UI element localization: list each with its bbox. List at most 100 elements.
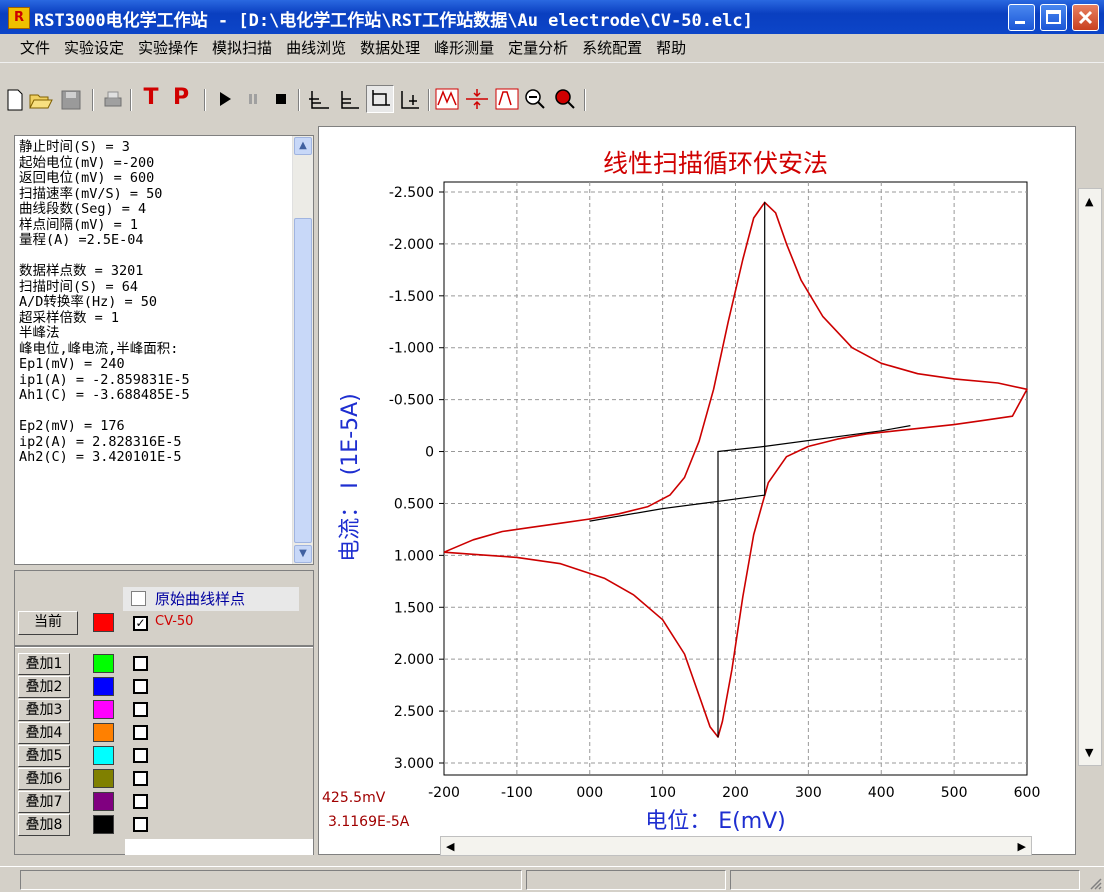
stop-icon[interactable] — [268, 89, 294, 115]
y-tick-label: 0 — [425, 445, 434, 461]
open-folder-icon[interactable] — [28, 89, 54, 115]
overlay-color-swatch-6[interactable] — [93, 769, 114, 788]
overlay-checkbox-1[interactable] — [133, 656, 148, 671]
p-tool-icon[interactable]: P — [172, 85, 190, 110]
pause-icon[interactable] — [240, 89, 266, 115]
overlay-button-6[interactable]: 叠加6 — [18, 768, 70, 790]
cursor-mode-1-icon[interactable] — [306, 89, 332, 115]
x-tick-label: 000 — [576, 785, 603, 801]
cursor-mode-4-icon[interactable] — [396, 89, 422, 115]
overlay-checkbox-7[interactable] — [133, 794, 148, 809]
overlay-color-swatch-1[interactable] — [93, 654, 114, 673]
text-tool-icon[interactable]: T — [143, 85, 159, 110]
peak-detect-icon[interactable] — [434, 87, 460, 113]
resize-grip-icon[interactable] — [1088, 876, 1102, 890]
new-file-icon[interactable] — [2, 89, 28, 115]
overlay-checkbox-3[interactable] — [133, 702, 148, 717]
status-cell-3 — [730, 870, 1080, 890]
scroll-down-arrow-icon[interactable]: ▼ — [1085, 746, 1094, 759]
print-icon[interactable] — [100, 89, 126, 115]
close-button[interactable] — [1072, 4, 1099, 31]
status-cell-1 — [20, 870, 522, 890]
overlay-button-7[interactable]: 叠加7 — [18, 791, 70, 813]
overlay-checkbox-5[interactable] — [133, 748, 148, 763]
zoom-out-icon[interactable] — [522, 87, 548, 113]
menu-bar: 文件 实验设定 实验操作 模拟扫描 曲线浏览 数据处理 峰形测量 定量分析 系统配置 帮助 — [0, 34, 1104, 63]
overlay-checkbox-4[interactable] — [133, 725, 148, 740]
plot-vertical-scrollbar[interactable]: ▲ ▼ — [1078, 188, 1102, 766]
status-bar — [0, 866, 1104, 892]
current-color-swatch[interactable] — [93, 613, 114, 632]
overlay-button-5[interactable]: 叠加5 — [18, 745, 70, 767]
overlay-color-swatch-3[interactable] — [93, 700, 114, 719]
cursor-mode-3-icon[interactable] — [366, 85, 394, 113]
plot-horizontal-scrollbar[interactable]: ◀ ▶ — [440, 836, 1032, 856]
menu-quantitative-analysis[interactable]: 定量分析 — [508, 39, 569, 57]
menu-data-processing[interactable]: 数据处理 — [360, 39, 421, 57]
cursor-mode-2-icon[interactable] — [336, 89, 362, 115]
y-tick-label: -2.000 — [389, 237, 434, 253]
overlay-button-8[interactable]: 叠加8 — [18, 814, 70, 836]
overlay-color-swatch-8[interactable] — [93, 815, 114, 834]
x-tick-label: 500 — [941, 785, 968, 801]
current-curve-button[interactable]: 当前 — [18, 611, 78, 635]
scroll-left-arrow-icon[interactable]: ◀ — [446, 840, 455, 853]
cv-curve — [443, 201, 1028, 738]
overlay-color-swatch-5[interactable] — [93, 746, 114, 765]
plot-window[interactable]: 线性扫描循环伏安法 -200 -100 000 100 200 300 400 500 600 -2… — [318, 126, 1076, 855]
menu-experiment-setup[interactable]: 实验设定 — [64, 39, 125, 57]
y-tick-label: 0.500 — [394, 496, 434, 512]
toolbar: T P — [0, 63, 1104, 121]
menu-help[interactable]: 帮助 — [656, 39, 687, 57]
overlay-color-swatch-2[interactable] — [93, 677, 114, 696]
close-icon — [1078, 10, 1093, 25]
curve-panel: 原始曲线样点 当前 ✓ CV-50 叠加1 叠加2 叠加3 叠加4 叠加5 叠加6 叠加7 叠… — [14, 570, 314, 855]
parameters-scrollbar[interactable]: ▲ ▼ — [292, 136, 313, 564]
x-axis-label: 电位： E(mV) — [645, 809, 786, 834]
cursor-potential-readout: 425.5mV — [322, 790, 386, 806]
overlay-button-1[interactable]: 叠加1 — [18, 653, 70, 675]
maximize-button[interactable] — [1040, 4, 1067, 31]
overlay-button-2[interactable]: 叠加2 — [18, 676, 70, 698]
x-tick-label: -100 — [501, 785, 533, 801]
raw-points-checkbox[interactable] — [131, 591, 146, 606]
zoom-in-icon[interactable] — [552, 87, 578, 113]
overlay-button-3[interactable]: 叠加3 — [18, 699, 70, 721]
menu-peak-measure[interactable]: 峰形测量 — [434, 39, 495, 57]
menu-system-config[interactable]: 系统配置 — [582, 39, 643, 57]
overlay-button-4[interactable]: 叠加4 — [18, 722, 70, 744]
menu-experiment-run[interactable]: 实验操作 — [138, 39, 199, 57]
y-tick-label: -0.500 — [389, 393, 434, 409]
x-tick-label: 300 — [795, 785, 822, 801]
scroll-thumb[interactable] — [294, 218, 312, 543]
scroll-right-arrow-icon[interactable]: ▶ — [1017, 840, 1026, 853]
overlay-color-swatch-4[interactable] — [93, 723, 114, 742]
minimize-button[interactable] — [1008, 4, 1035, 31]
save-icon[interactable] — [58, 89, 84, 115]
window-title: RST3000电化学工作站 - [D:\电化学工作站\RST工作站数据\Au e… — [34, 11, 753, 31]
y-tick-label: 3.000 — [394, 756, 434, 772]
menu-curve-browse[interactable]: 曲线浏览 — [286, 39, 347, 57]
overlay-checkbox-2[interactable] — [133, 679, 148, 694]
peak-area-icon[interactable] — [494, 87, 520, 113]
status-cell-2 — [526, 870, 726, 890]
app-icon: R — [8, 7, 30, 29]
scroll-up-arrow-icon[interactable]: ▲ — [1085, 195, 1094, 208]
y-tick-label: 1.500 — [394, 600, 434, 616]
scroll-up-icon[interactable]: ▲ — [294, 137, 312, 155]
play-icon[interactable] — [212, 89, 238, 115]
scroll-down-icon[interactable]: ▼ — [294, 545, 312, 563]
baseline-icon[interactable] — [464, 87, 490, 113]
current-curve-checkbox[interactable]: ✓ — [133, 616, 148, 631]
menu-simulate-scan[interactable]: 模拟扫描 — [212, 39, 273, 57]
overlay-checkbox-6[interactable] — [133, 771, 148, 786]
current-curve-name: CV-50 — [155, 614, 194, 629]
parameters-text: 静止时间(S) = 3 起始电位(mV) =-200 返回电位(mV) = 60… — [19, 139, 190, 465]
overlay-checkbox-8[interactable] — [133, 817, 148, 832]
parameters-panel[interactable]: 静止时间(S) = 3 起始电位(mV) =-200 返回电位(mV) = 60… — [14, 135, 314, 565]
y-tick-label: -1.500 — [389, 289, 434, 305]
y-tick-label: 1.000 — [394, 548, 434, 564]
overlay-color-swatch-7[interactable] — [93, 792, 114, 811]
cv-chart[interactable]: 线性扫描循环伏安法 -200 -100 000 100 200 300 400 500 600 -2… — [319, 127, 1076, 855]
menu-file[interactable]: 文件 — [20, 39, 51, 57]
